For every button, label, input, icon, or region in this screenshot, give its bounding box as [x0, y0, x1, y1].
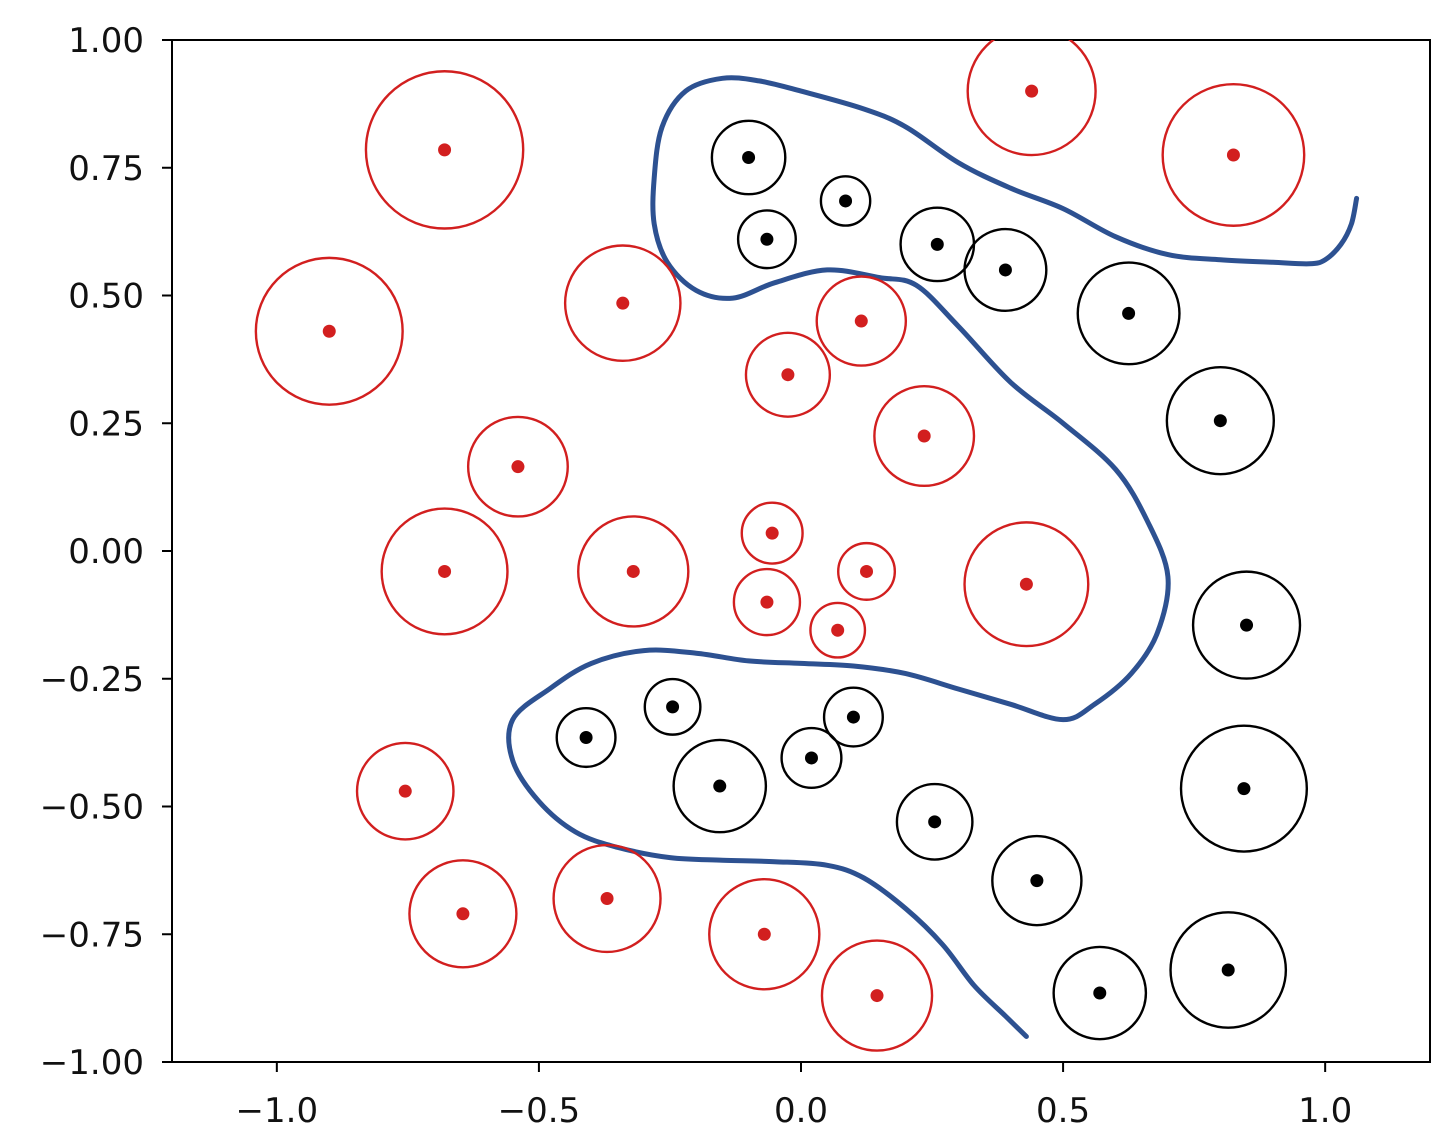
red-point-ring — [820, 939, 934, 1052]
black-point — [713, 779, 727, 793]
y-tick-label: −0.50 — [40, 788, 144, 828]
black-point-ring — [895, 782, 974, 861]
red-point-ring — [254, 256, 404, 406]
black-point — [1122, 306, 1136, 320]
red-point — [398, 784, 412, 798]
black-point — [579, 731, 593, 745]
red-point — [456, 907, 470, 921]
red-point — [870, 989, 884, 1003]
red-point-ring — [552, 843, 662, 954]
red-point-ring — [380, 507, 509, 636]
y-tick-label: 0.00 — [68, 532, 144, 572]
black-point — [839, 194, 853, 208]
x-tick-label: −0.5 — [498, 1091, 581, 1131]
red-point — [600, 891, 614, 905]
black-point — [666, 700, 680, 714]
black-point-ring — [710, 119, 787, 196]
decision-boundary — [506, 75, 1360, 1039]
black-point — [928, 815, 942, 829]
black-point — [760, 232, 774, 246]
red-point-ring — [563, 244, 682, 363]
plot-contents — [254, 40, 1360, 1052]
red-point-ring — [809, 601, 867, 659]
black-point-ring — [1169, 911, 1288, 1029]
red-point — [757, 927, 771, 941]
red-point — [781, 368, 795, 382]
black-point — [742, 151, 756, 165]
black-point — [1221, 963, 1235, 977]
black-point-ring — [672, 738, 768, 834]
red-point-ring — [837, 541, 897, 601]
red-point-ring — [963, 521, 1090, 648]
black-point-ring — [819, 175, 872, 227]
red-point-ring — [744, 331, 832, 418]
red-point — [322, 324, 336, 338]
black-point — [1237, 782, 1251, 796]
red-point-ring — [708, 878, 821, 991]
red-point — [860, 564, 874, 578]
black-point-ring — [1165, 366, 1275, 476]
y-tick-label: −0.75 — [40, 915, 144, 955]
red-point — [1226, 148, 1240, 162]
red-point — [438, 143, 452, 157]
x-tick-label: 0.0 — [774, 1091, 828, 1131]
black-point-ring — [991, 834, 1083, 927]
red-point-ring — [466, 415, 569, 518]
red-point-ring — [364, 70, 525, 230]
axes-frame — [171, 39, 1431, 1063]
black-point — [1093, 986, 1107, 1000]
black-point — [1240, 618, 1254, 632]
y-tick-label: 0.25 — [68, 404, 144, 444]
x-tick-label: 1.0 — [1298, 1091, 1352, 1131]
black-point — [846, 710, 860, 724]
red-point-ring — [966, 40, 1097, 157]
red-point — [831, 623, 845, 637]
black-point-ring — [780, 726, 843, 790]
black-point-ring — [1076, 261, 1181, 366]
y-tick-label: 0.50 — [68, 277, 144, 317]
red-point — [1025, 84, 1039, 98]
red-point-ring — [577, 515, 690, 628]
y-tick-label: 1.00 — [68, 21, 144, 61]
red-point-ring — [732, 567, 802, 637]
y-tick-label: −0.25 — [40, 660, 144, 700]
black-point-ring — [643, 677, 702, 736]
black-point-ring — [1052, 945, 1148, 1041]
red-point — [511, 460, 525, 474]
red-point — [760, 595, 774, 609]
black-point — [998, 263, 1012, 277]
black-point — [804, 751, 818, 765]
y-tick-label: −1.00 — [40, 1043, 144, 1083]
red-point — [765, 526, 779, 540]
black-point-ring — [963, 227, 1048, 313]
x-tick-label: 0.5 — [1036, 1091, 1090, 1131]
red-point-ring — [740, 501, 804, 565]
red-point — [616, 296, 630, 310]
black-point-ring — [1179, 724, 1309, 853]
red-point-ring — [408, 859, 518, 969]
black-point — [930, 237, 944, 251]
red-point — [917, 429, 931, 443]
black-point-ring — [736, 209, 797, 270]
red-point-ring — [355, 741, 455, 841]
black-point — [1030, 874, 1044, 888]
x-tick-label: −1.0 — [236, 1091, 319, 1131]
red-point — [854, 314, 868, 328]
red-point-ring — [873, 385, 976, 488]
black-point-ring — [822, 686, 884, 748]
black-point-ring — [1191, 570, 1302, 680]
black-point-ring — [555, 706, 617, 769]
red-point-ring — [1161, 83, 1306, 227]
y-tick-label: 0.75 — [68, 149, 144, 189]
red-point — [626, 564, 640, 578]
red-point-ring — [815, 275, 908, 367]
red-point — [1019, 577, 1033, 591]
red-point — [438, 564, 452, 578]
black-point — [1213, 414, 1227, 428]
